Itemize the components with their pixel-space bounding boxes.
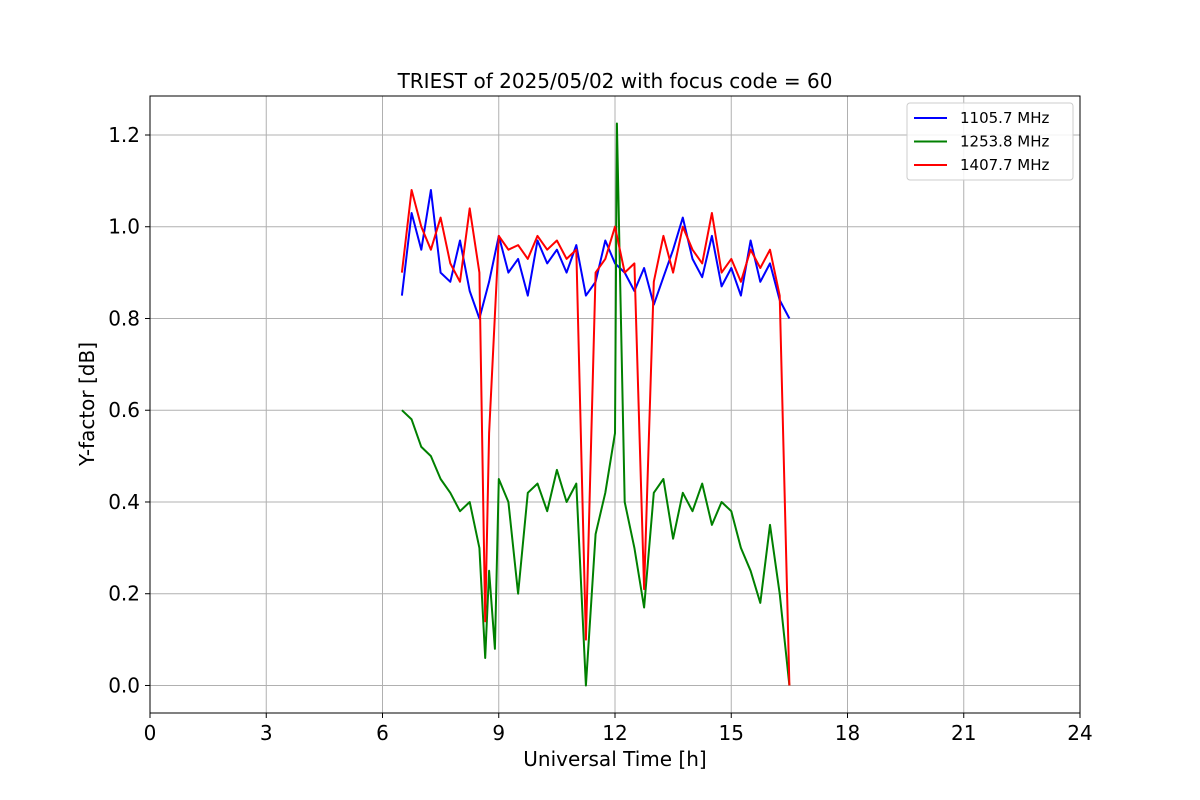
- chart-title: TRIEST of 2025/05/02 with focus code = 6…: [397, 69, 833, 93]
- series-group: [400, 122, 791, 687]
- legend-label-1: 1105.7 MHz: [960, 109, 1049, 127]
- x-tick-label: 12: [602, 721, 627, 745]
- x-tick-label: 3: [260, 721, 273, 745]
- x-tick-label: 9: [492, 721, 505, 745]
- x-tick-label: 24: [1067, 721, 1092, 745]
- y-tick-label: 0.0: [108, 673, 140, 697]
- legend-label-2: 1253.8 MHz: [960, 133, 1049, 151]
- x-tick-label: 21: [951, 721, 976, 745]
- x-tick-label: 0: [144, 721, 157, 745]
- y-tick-label: 0.2: [108, 582, 140, 606]
- y-axis-label: Y-factor [dB]: [75, 342, 99, 467]
- y-tick-label: 1.0: [108, 215, 140, 239]
- x-tick-label: 18: [835, 721, 860, 745]
- series-line-3: [400, 189, 791, 686]
- x-tick-label: 15: [719, 721, 744, 745]
- y-tick-label: 0.4: [108, 490, 140, 514]
- legend-label-3: 1407.7 MHz: [960, 156, 1049, 174]
- x-axis: 0 3 6 9 12 15 18 21 24: [144, 713, 1093, 745]
- y-tick-label: 1.2: [108, 123, 140, 147]
- legend-box: [906, 102, 1074, 181]
- x-axis-label: Universal Time [h]: [523, 747, 706, 771]
- series-line-2: [401, 122, 791, 687]
- y-tick-label: 0.6: [108, 398, 140, 422]
- legend: 1105.7 MHz 1253.8 MHz 1407.7 MHz: [906, 102, 1074, 181]
- y-axis: 0.0 0.2 0.4 0.6 0.8 1.0 1.2: [108, 123, 150, 697]
- y-tick-label: 0.8: [108, 306, 140, 330]
- x-tick-label: 6: [376, 721, 389, 745]
